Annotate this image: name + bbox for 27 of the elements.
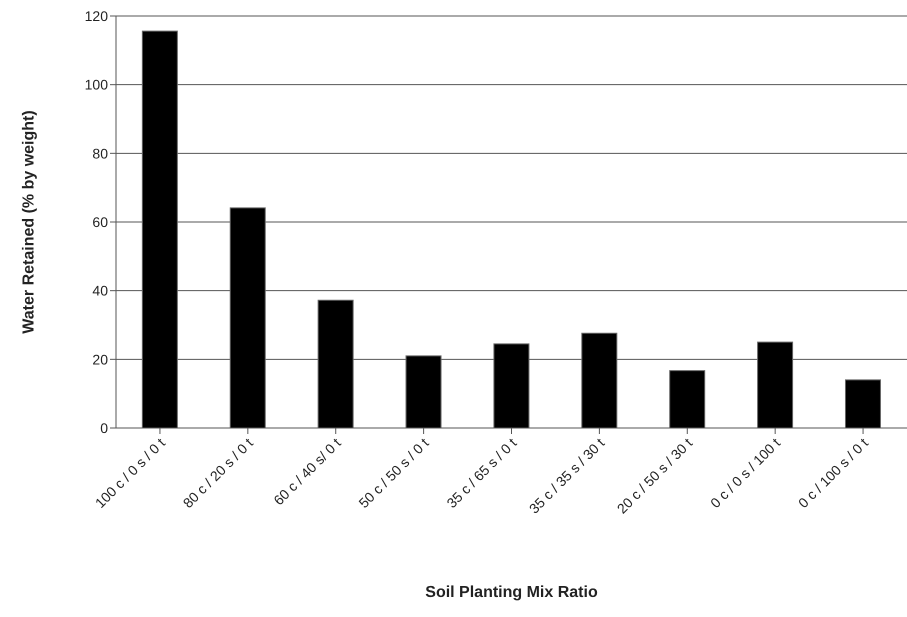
x-tick-label: 35 c / 35 s / 30 t bbox=[526, 434, 608, 517]
x-tick-label: 80 c / 20 s / 0 t bbox=[180, 434, 256, 512]
y-tick-label: 100 bbox=[84, 76, 108, 93]
bar bbox=[669, 370, 706, 428]
y-tick-label: 60 bbox=[92, 214, 108, 230]
x-tick-label: 0 c / 0 s / 100 t bbox=[707, 434, 784, 512]
bar bbox=[757, 342, 794, 428]
y-tick-label: 40 bbox=[92, 282, 108, 299]
bar bbox=[230, 207, 266, 428]
bar bbox=[493, 343, 530, 428]
bar bbox=[318, 300, 354, 428]
bar bbox=[406, 355, 442, 428]
y-axis-title: Water Retained (% by weight) bbox=[20, 110, 38, 334]
x-tick-label: 50 c / 50 s / 0 t bbox=[355, 434, 432, 512]
x-tick-label: 60 c / 40 s/ 0 t bbox=[270, 434, 344, 508]
y-tick-label: 80 bbox=[92, 145, 108, 162]
bar bbox=[581, 332, 618, 428]
x-tick-label: 100 c / 0 s / 0 t bbox=[92, 434, 168, 512]
x-axis-title: Soil Planting Mix Ratio bbox=[425, 584, 598, 601]
y-tick-label: 120 bbox=[84, 8, 108, 24]
x-tick-label: 0 c / 100 s / 0 t bbox=[794, 434, 872, 512]
x-tick-label: 20 c / 50 s / 30 t bbox=[614, 434, 696, 517]
bar bbox=[142, 30, 178, 428]
y-tick-label: 20 bbox=[92, 351, 108, 368]
y-tick-label: 0 bbox=[100, 420, 108, 436]
bar bbox=[844, 379, 881, 428]
x-tick-label: 35 c / 65 s / 0 t bbox=[443, 434, 520, 512]
